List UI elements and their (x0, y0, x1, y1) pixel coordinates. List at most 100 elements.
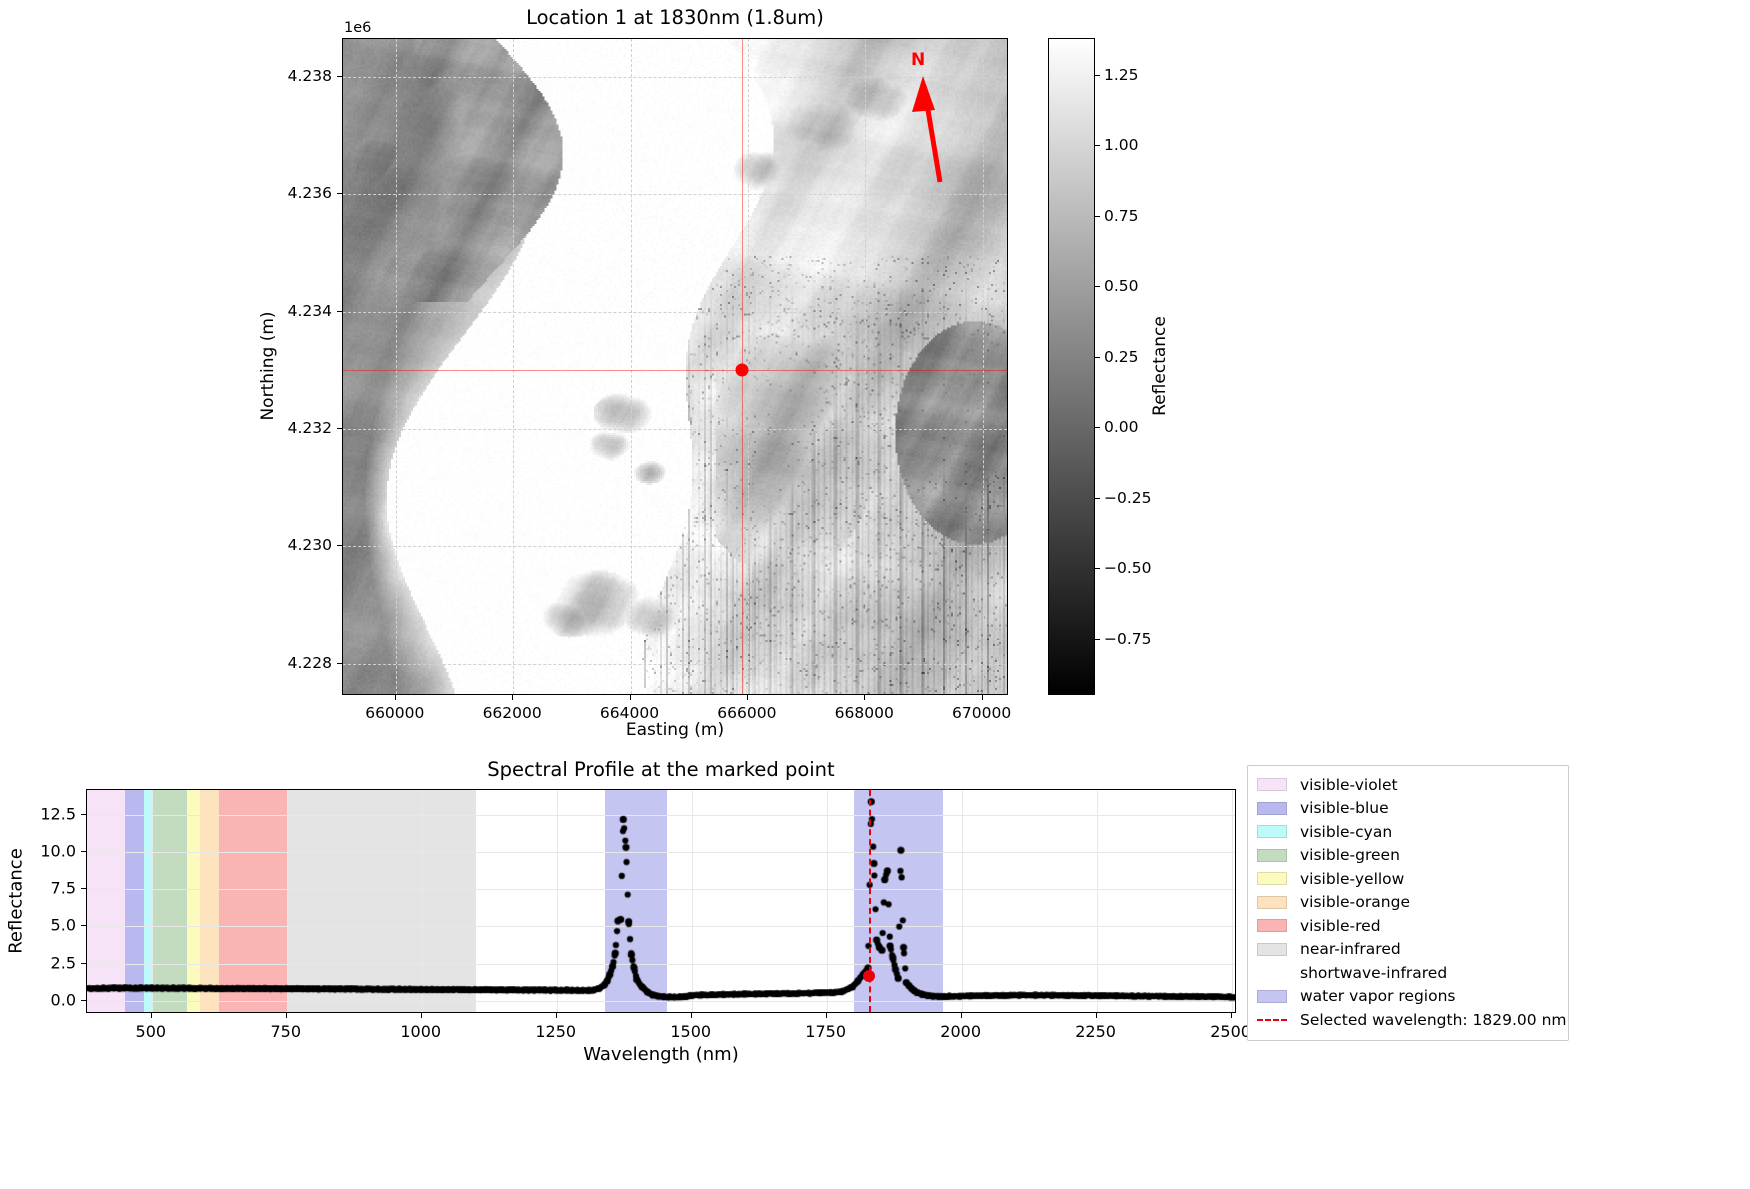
colorbar-label: Reflectance (1150, 316, 1170, 416)
map-x-tick-label: 662000 (482, 704, 542, 722)
legend-item[interactable]: visible-violet (1257, 773, 1559, 797)
map-axes[interactable]: N (342, 38, 1008, 695)
legend-color-swatch (1257, 778, 1287, 792)
spectral-x-tick-label: 750 (270, 1022, 302, 1041)
map-y-tick-label: 4.230 (287, 536, 332, 555)
spectral-x-tick-mark (825, 1013, 827, 1018)
map-x-tick-mark (512, 695, 514, 700)
colorbar-tick-mark (1095, 497, 1100, 499)
colorbar-tick-label: 1.00 (1104, 136, 1139, 155)
map-gridline-horizontal (343, 546, 1007, 548)
legend-item[interactable]: near-infrared (1257, 938, 1559, 962)
legend-item[interactable]: Selected wavelength: 1829.00 nm (1257, 1008, 1567, 1032)
crosshair-horizontal (343, 370, 1007, 372)
legend-color-swatch (1257, 801, 1287, 815)
legend-item-label: water vapor regions (1300, 987, 1456, 1006)
north-arrow-icon (912, 76, 943, 183)
colorbar-tick-label: −0.75 (1104, 629, 1152, 648)
legend-item-label: visible-green (1300, 846, 1400, 865)
spectral-legend: visible-violet visible-blue visible-cyan vi… (1247, 765, 1569, 1041)
legend-color-swatch (1257, 989, 1287, 1003)
map-x-tick-mark (981, 695, 983, 700)
legend-item-label: visible-red (1300, 916, 1381, 935)
spectral-x-tick-mark (150, 1013, 152, 1018)
map-gridline-vertical (747, 39, 749, 694)
map-gridline-vertical (630, 39, 632, 694)
legend-color-swatch (1257, 895, 1287, 909)
map-x-tick-mark (394, 695, 396, 700)
map-y-axis-label: Northing (m) (258, 311, 278, 421)
colorbar-tick-mark (1095, 427, 1100, 429)
spectral-y-tick-mark (81, 888, 86, 890)
colorbar-tick-mark (1095, 286, 1100, 288)
spectral-x-tick-mark (960, 1013, 962, 1018)
selected-wavelength-marker (863, 970, 876, 983)
spectral-x-tick-mark (690, 1013, 692, 1018)
map-y-tick-label: 4.234 (287, 301, 332, 320)
colorbar-tick-mark (1095, 568, 1100, 570)
map-x-axis-label: Easting (m) (625, 720, 725, 740)
map-y-tick-mark (337, 193, 342, 195)
spectral-x-tick-mark (420, 1013, 422, 1018)
spectral-x-tick-label: 1250 (535, 1022, 577, 1041)
spectral-y-tick-mark (81, 851, 86, 853)
spectral-x-tick-mark (1230, 1013, 1232, 1018)
spectral-x-tick-mark (285, 1013, 287, 1018)
map-y-tick-mark (337, 428, 342, 430)
legend-item[interactable]: shortwave-infrared (1257, 961, 1559, 985)
map-y-tick-label: 4.228 (287, 653, 332, 672)
spectral-x-tick-label: 500 (135, 1022, 167, 1041)
colorbar-tick-label: −0.25 (1104, 488, 1152, 507)
map-gridline-horizontal (343, 663, 1007, 665)
legend-item-label: visible-violet (1300, 775, 1398, 794)
spectral-y-tick-label: 5.0 (50, 915, 76, 935)
legend-dashed-line-icon (1257, 1018, 1287, 1021)
spectral-y-tick-label: 12.5 (40, 804, 76, 824)
legend-item[interactable]: visible-yellow (1257, 867, 1559, 891)
colorbar-tick-label: 0.75 (1104, 206, 1139, 225)
legend-item-label: visible-yellow (1300, 869, 1405, 888)
map-y-tick-mark (337, 662, 342, 664)
spectral-x-tick-label: 2000 (940, 1022, 981, 1041)
legend-item[interactable]: visible-cyan (1257, 820, 1559, 844)
legend-color-swatch (1257, 942, 1287, 956)
map-y-tick-label: 4.232 (287, 419, 332, 438)
legend-item[interactable]: water vapor regions (1257, 985, 1559, 1009)
spectral-y-tick-mark (81, 962, 86, 964)
spectral-y-axis-label: Reflectance (5, 848, 27, 954)
map-panel: Location 1 at 1830nm (1.8um) 1e6 N 4.238… (0, 0, 1250, 760)
spectral-x-tick-label: 2500 (1210, 1022, 1251, 1041)
map-title: Location 1 at 1830nm (1.8um) (526, 6, 824, 29)
colorbar-tick-label: 0.00 (1104, 418, 1139, 437)
colorbar-tick-mark (1095, 215, 1100, 217)
map-x-tick-label: 664000 (599, 704, 660, 722)
legend-item-label: visible-orange (1300, 893, 1410, 912)
legend-item[interactable]: visible-red (1257, 914, 1559, 938)
map-x-tick-mark (864, 695, 866, 700)
map-x-tick-label: 660000 (365, 704, 425, 722)
map-gridline-horizontal (343, 194, 1007, 196)
legend-color-swatch (1257, 919, 1287, 933)
map-x-tick-label: 670000 (952, 704, 1012, 722)
map-y-tick-mark (337, 310, 342, 312)
map-gridline-horizontal (343, 311, 1007, 313)
spectral-y-tick-mark (81, 999, 86, 1001)
legend-item[interactable]: visible-green (1257, 844, 1559, 868)
spectral-y-tick-label: 10.0 (40, 841, 76, 861)
spectral-x-tick-label: 2250 (1075, 1022, 1116, 1041)
map-x-tick-mark (629, 695, 631, 700)
map-x-tick-mark (746, 695, 748, 700)
legend-item[interactable]: visible-blue (1257, 797, 1559, 821)
legend-color-swatch (1257, 872, 1287, 886)
colorbar (1048, 38, 1095, 695)
colorbar-tick-mark (1095, 145, 1100, 147)
colorbar-tick-label: 0.25 (1104, 347, 1139, 366)
selected-location-marker[interactable] (735, 363, 749, 377)
colorbar-tick-label: 0.50 (1104, 277, 1139, 296)
spectral-axes[interactable] (86, 789, 1236, 1013)
legend-item-label: near-infrared (1300, 940, 1401, 959)
legend-item-label: shortwave-infrared (1300, 963, 1448, 982)
legend-item-label: visible-blue (1300, 799, 1389, 818)
legend-item[interactable]: visible-orange (1257, 891, 1559, 915)
colorbar-tick-mark (1095, 638, 1100, 640)
